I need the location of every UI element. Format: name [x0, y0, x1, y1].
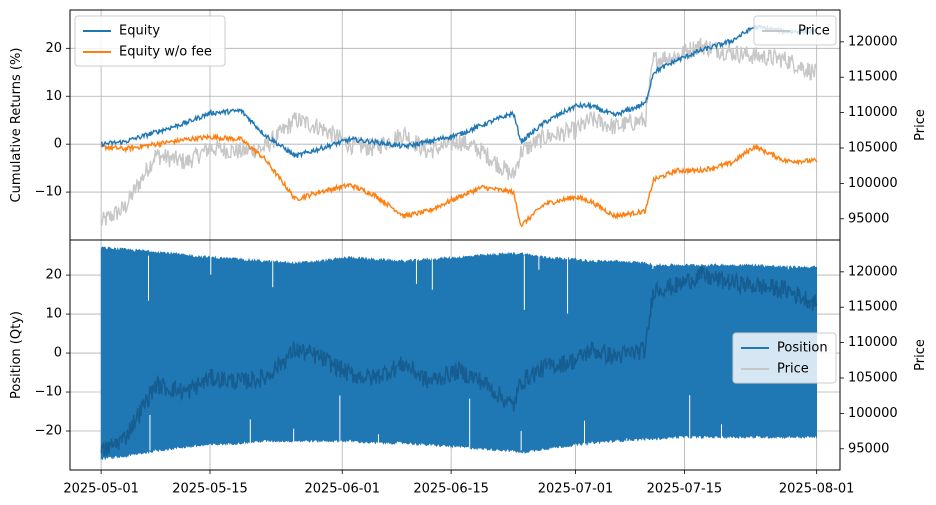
bottom-y-axis-label: Position (Qty)	[9, 311, 24, 399]
top-y2-axis-label: Price	[913, 109, 928, 141]
bottom-panel: −20 −10 0 10 20 95000 100000 105000 110000 115000…	[9, 240, 928, 470]
y2-tick-label: 120000	[848, 264, 898, 279]
y-tick-label: −10	[35, 185, 62, 200]
x-tick-label: 2025-07-15	[647, 482, 723, 497]
y2-tick-label: 95000	[848, 441, 889, 456]
legend-label: Position	[777, 341, 828, 356]
top-tick-labels: −10 0 10 20 95000 100000 105000 110000 115000 120…	[35, 34, 898, 226]
y-tick-label: −20	[35, 424, 62, 439]
price-line-bottom	[100, 266, 818, 456]
y-tick-label: 0	[54, 137, 62, 152]
y2-tick-label: 100000	[848, 406, 898, 421]
equity-wo-fee-line	[100, 132, 818, 228]
y2-tick-label: 95000	[848, 211, 889, 226]
position-band	[100, 246, 817, 461]
bottom-axes-frame	[69, 239, 841, 471]
legend-label: Price	[777, 362, 809, 377]
legend-box	[74, 15, 226, 67]
y2-tick-label: 110000	[848, 105, 898, 120]
x-tick-label: 2025-06-01	[304, 482, 380, 497]
bottom-tick-labels: −20 −10 0 10 20 95000 100000 105000 110000 115000…	[35, 264, 898, 456]
x-tick-label: 2025-07-01	[538, 482, 614, 497]
x-tick-label: 2025-05-01	[63, 482, 139, 497]
x-tick-label: 2025-06-15	[413, 482, 489, 497]
legend-box	[753, 15, 837, 46]
y-tick-label: 20	[45, 41, 62, 56]
y2-tick-label: 115000	[848, 70, 898, 85]
price-line	[100, 38, 818, 226]
top-y-axis-label: Cumulative Returns (%)	[9, 48, 24, 203]
y-tick-label: 10	[45, 307, 62, 322]
legend-box	[732, 332, 837, 384]
top-panel: −10 0 10 20 95000 100000 105000 110000 115000 120…	[9, 10, 928, 240]
y-tick-label: 10	[45, 89, 62, 104]
x-tick-label: 2025-08-01	[779, 482, 855, 497]
bottom-plot-area	[100, 246, 818, 461]
legend-label: Equity w/o fee	[119, 45, 212, 60]
y2-tick-label: 105000	[848, 141, 898, 156]
top-plot-area	[100, 24, 818, 228]
top-legend-right: Price	[753, 15, 837, 46]
legend-label: Equity	[119, 24, 160, 39]
y2-tick-label: 105000	[848, 371, 898, 386]
bottom-y2-axis-label: Price	[913, 339, 928, 371]
y2-tick-label: 110000	[848, 335, 898, 350]
y-tick-label: 20	[45, 268, 62, 283]
equity-line	[100, 24, 817, 159]
legend-label: Price	[798, 24, 830, 39]
y-tick-label: −10	[35, 385, 62, 400]
y2-tick-label: 100000	[848, 176, 898, 191]
x-axis-tick-labels: 2025-05-01 2025-05-15 2025-06-01 2025-06-15…	[63, 470, 854, 497]
y2-tick-label: 120000	[848, 34, 898, 49]
y-tick-label: 0	[54, 346, 62, 361]
x-tick-label: 2025-05-15	[172, 482, 248, 497]
top-legend-left: Equity Equity w/o fee	[74, 15, 226, 67]
bottom-legend: Position Price	[732, 332, 837, 384]
y2-tick-label: 115000	[848, 300, 898, 315]
